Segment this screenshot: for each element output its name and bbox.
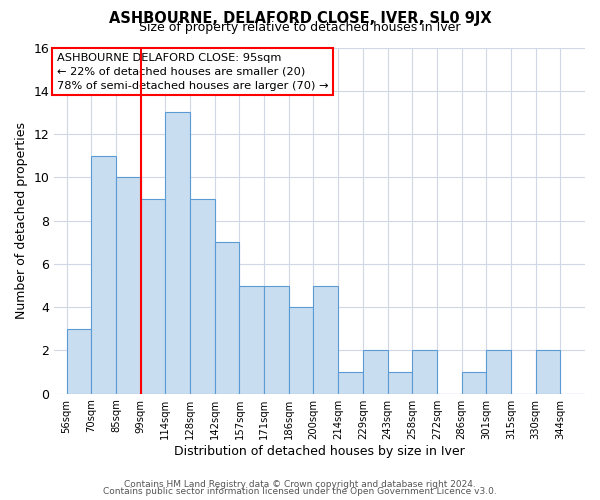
Bar [388,372,412,394]
Bar [91,156,116,394]
X-axis label: Distribution of detached houses by size in Iver: Distribution of detached houses by size … [174,444,465,458]
Bar [116,178,140,394]
Text: Contains HM Land Registry data © Crown copyright and database right 2024.: Contains HM Land Registry data © Crown c… [124,480,476,489]
Text: ASHBOURNE DELAFORD CLOSE: 95sqm
← 22% of detached houses are smaller (20)
78% of: ASHBOURNE DELAFORD CLOSE: 95sqm ← 22% of… [57,52,328,90]
Bar [363,350,388,394]
Text: Contains public sector information licensed under the Open Government Licence v3: Contains public sector information licen… [103,487,497,496]
Bar [215,242,239,394]
Bar [166,112,190,394]
Bar [536,350,560,394]
Bar [239,286,264,394]
Bar [461,372,486,394]
Bar [412,350,437,394]
Text: Size of property relative to detached houses in Iver: Size of property relative to detached ho… [139,22,461,35]
Y-axis label: Number of detached properties: Number of detached properties [15,122,28,319]
Bar [486,350,511,394]
Bar [264,286,289,394]
Bar [289,307,313,394]
Bar [190,199,215,394]
Bar [338,372,363,394]
Text: ASHBOURNE, DELAFORD CLOSE, IVER, SL0 9JX: ASHBOURNE, DELAFORD CLOSE, IVER, SL0 9JX [109,12,491,26]
Bar [67,329,91,394]
Bar [140,199,166,394]
Bar [313,286,338,394]
